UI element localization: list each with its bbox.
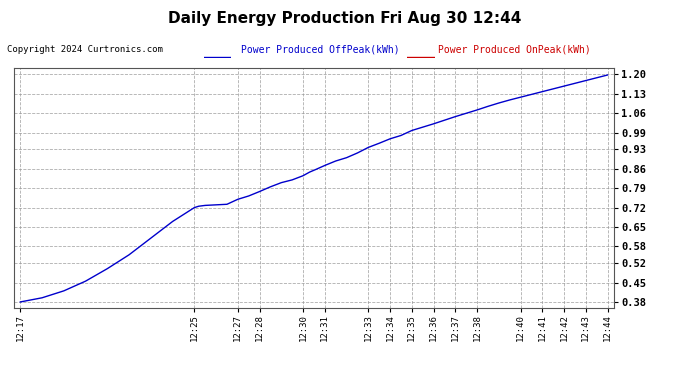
Text: Power Produced OffPeak(kWh): Power Produced OffPeak(kWh) — [241, 45, 400, 55]
Text: Daily Energy Production Fri Aug 30 12:44: Daily Energy Production Fri Aug 30 12:44 — [168, 11, 522, 26]
Text: Copyright 2024 Curtronics.com: Copyright 2024 Curtronics.com — [7, 45, 163, 54]
Text: Power Produced OnPeak(kWh): Power Produced OnPeak(kWh) — [438, 45, 591, 55]
